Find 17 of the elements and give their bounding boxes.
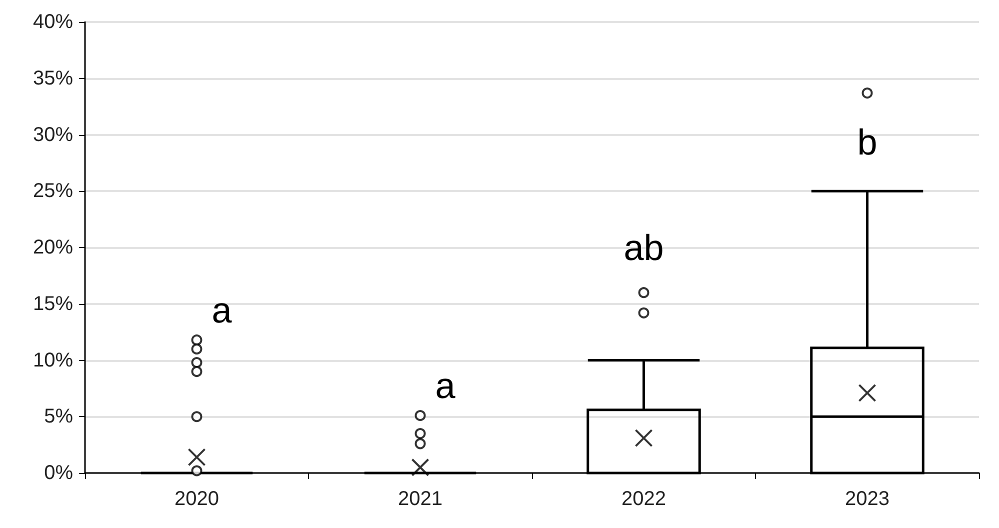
x-tick-label: 2022 <box>622 488 666 510</box>
x-tick-label: 2021 <box>398 488 442 510</box>
annotation: a <box>435 364 456 406</box>
y-tick-label: 20% <box>32 236 74 258</box>
x-tick-label: 2020 <box>174 488 219 510</box>
annotation: b <box>857 122 878 163</box>
y-tick-label: 5% <box>44 406 74 428</box>
annotation: ab <box>624 227 664 268</box>
y-tick-label: 25% <box>32 180 74 202</box>
y-tick-label: 40% <box>32 11 74 33</box>
x-tick-label: 2023 <box>845 488 890 510</box>
annotation: a <box>212 289 233 330</box>
y-tick-label: 30% <box>32 124 74 146</box>
y-tick-label: 0% <box>44 462 74 484</box>
y-tick-label: 10% <box>32 349 74 372</box>
y-tick-label: 15% <box>32 292 74 315</box>
y-tick-label: 35% <box>32 67 74 90</box>
